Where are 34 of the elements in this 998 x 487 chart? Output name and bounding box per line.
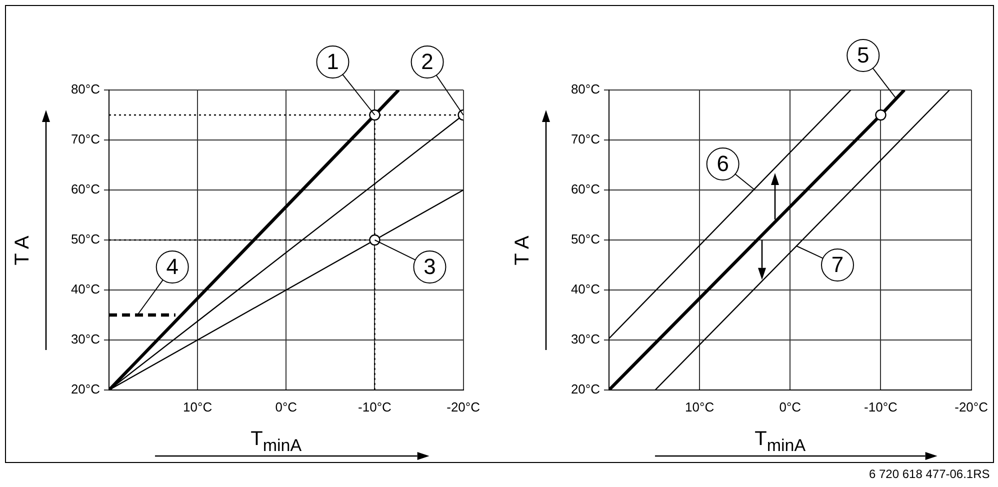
annotation: 2 <box>421 49 434 74</box>
x-tick-label: -20°C <box>446 399 480 414</box>
y-tick-label: 20°C <box>70 382 100 397</box>
annotation: 7 <box>831 252 844 278</box>
y-tick-label: 80°C <box>570 82 600 97</box>
annotation: 5 <box>857 42 870 68</box>
y-tick-label: 70°C <box>70 132 100 147</box>
y-tick-label: 60°C <box>70 182 100 197</box>
annotation: 6 <box>716 151 729 176</box>
x-tick-label: -20°C <box>954 399 988 414</box>
x-axis-title: T$_{minA}$ <box>250 428 302 456</box>
y-tick-label: 30°C <box>70 332 100 347</box>
annotation: 4 <box>166 254 178 280</box>
y-tick-label: 20°C <box>570 382 600 397</box>
x-tick-label: 10°C <box>685 399 714 414</box>
y-tick-label: 40°C <box>70 282 100 297</box>
annotation: 1 <box>326 49 339 74</box>
y-axis-title: T A <box>11 235 34 265</box>
x-tick-label: 0°C <box>275 399 298 414</box>
x-tick-label: -10°C <box>358 399 392 414</box>
y-tick-label: 40°C <box>570 282 600 297</box>
text: 6 720 618 477-06.1RS <box>869 467 990 481</box>
y-tick-label: 60°C <box>570 182 600 197</box>
x-axis-title: T$_{minA}$ <box>754 428 806 456</box>
y-axis-title: T A <box>511 235 534 265</box>
y-tick-label: 30°C <box>570 332 600 347</box>
annotation: 3 <box>424 254 436 280</box>
x-tick-label: 0°C <box>779 399 802 414</box>
x-tick-label: -10°C <box>864 399 898 414</box>
y-tick-label: 80°C <box>70 82 100 97</box>
y-tick-label: 50°C <box>70 232 100 247</box>
y-tick-label: 50°C <box>570 232 600 247</box>
y-tick-label: 70°C <box>570 132 600 147</box>
x-tick-label: 10°C <box>183 399 212 414</box>
